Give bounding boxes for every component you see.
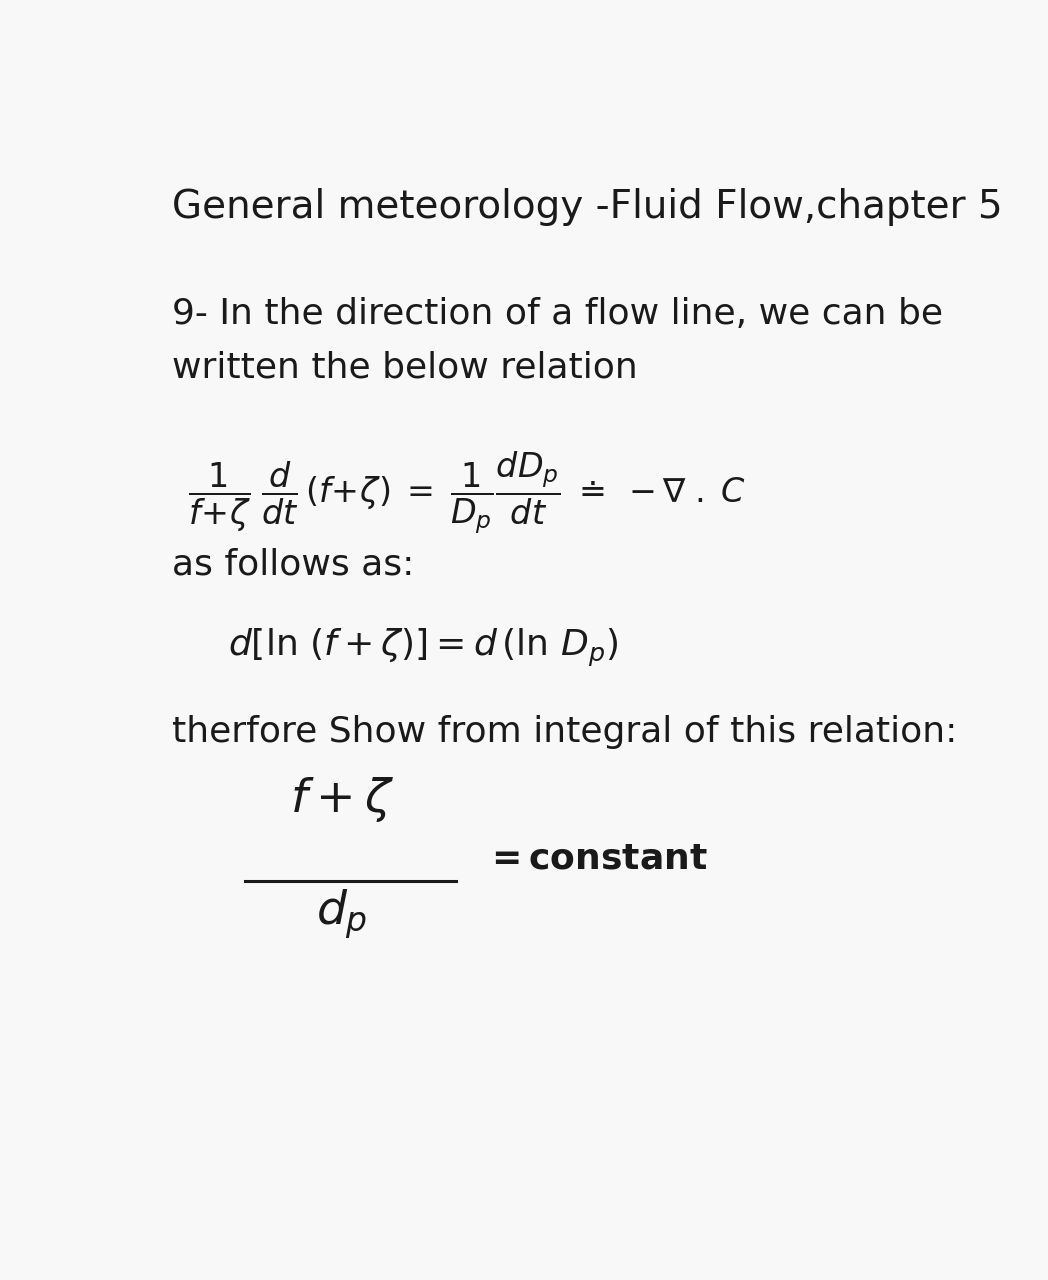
Text: $d_p$: $d_p$ — [316, 888, 368, 941]
Text: $f + \zeta$: $f + \zeta$ — [290, 774, 394, 824]
Text: 9- In the direction of a flow line, we can be: 9- In the direction of a flow line, we c… — [172, 297, 942, 330]
Text: therfore Show from integral of this relation:: therfore Show from integral of this rela… — [172, 716, 957, 749]
Text: $\dfrac{1}{f\!+\!\zeta}\;\dfrac{d}{dt}\,(f\!+\!\zeta)\;=\;\dfrac{1}{D_p}\dfrac{d: $\dfrac{1}{f\!+\!\zeta}\;\dfrac{d}{dt}\,… — [188, 449, 745, 536]
Text: $d[\ln\,(f + \zeta)] = d\,(\ln\,D_p)$: $d[\ln\,(f + \zeta)] = d\,(\ln\,D_p)$ — [228, 627, 618, 668]
Text: written the below relation: written the below relation — [172, 351, 637, 385]
Text: $\mathbf{= constant}$: $\mathbf{= constant}$ — [484, 841, 708, 876]
Text: General meteorology -Fluid Flow,chapter 5: General meteorology -Fluid Flow,chapter … — [172, 188, 1002, 227]
Text: as follows as:: as follows as: — [172, 548, 414, 582]
